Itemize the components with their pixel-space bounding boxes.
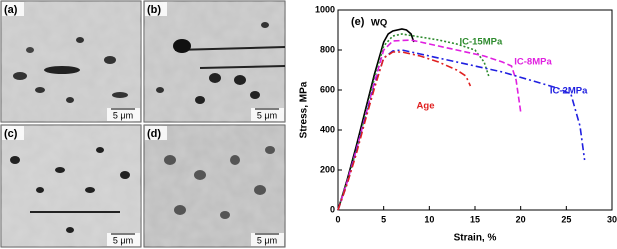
panel-label-box xyxy=(145,126,167,140)
data-line xyxy=(337,28,415,211)
panel-label-box xyxy=(2,126,24,140)
y-tick-label: 800 xyxy=(320,44,335,54)
scale-label: 5 μm xyxy=(257,235,277,245)
panel-label-box xyxy=(2,2,24,16)
y-tick-label: 1000 xyxy=(315,4,335,14)
x-tick-label: 25 xyxy=(561,214,571,224)
series-label: IC-8MPa xyxy=(514,57,552,68)
micrograph-b xyxy=(143,0,286,123)
x-tick-label: 10 xyxy=(424,214,434,224)
x-tick-label: 5 xyxy=(381,214,386,224)
data-line xyxy=(337,33,490,211)
x-tick-label: 15 xyxy=(470,214,480,224)
scale-bar-box xyxy=(251,233,284,246)
series-label: Age xyxy=(417,101,435,112)
micrograph-c xyxy=(0,124,142,248)
panel-label: (a) xyxy=(4,4,18,16)
data-line xyxy=(337,51,472,211)
data-line xyxy=(337,49,586,211)
micrograph-d xyxy=(143,124,286,248)
scale-bar-box xyxy=(107,233,140,246)
series-label: WQ xyxy=(371,18,387,29)
x-tick-label: 20 xyxy=(516,214,526,224)
data-line xyxy=(337,39,522,211)
micrograph-a xyxy=(0,0,142,123)
panel-label: (d) xyxy=(147,128,161,140)
y-axis-label: Stress, MPa xyxy=(299,81,310,138)
y-tick-label: 600 xyxy=(320,84,335,94)
panel-labels: (a) 5 μm (b) 5 μm (c) 5 μm (d) 5 μm xyxy=(2,2,284,246)
scale-label: 5 μm xyxy=(113,235,133,245)
panel-label: (b) xyxy=(147,4,161,16)
series-label: IC-15MPa xyxy=(459,37,502,48)
y-tick-label: 0 xyxy=(330,204,335,214)
panel-label-box xyxy=(145,2,167,16)
panel-label: (e) xyxy=(351,16,365,28)
y-tick-label: 200 xyxy=(320,164,335,174)
x-tick-label: 0 xyxy=(335,214,340,224)
series-label: IC-2MPa xyxy=(550,86,588,97)
x-axis-label: Strain, % xyxy=(454,233,497,244)
scale-label: 5 μm xyxy=(257,110,277,120)
x-tick-label: 30 xyxy=(607,214,617,224)
scale-bar-box xyxy=(251,108,284,121)
scale-label: 5 μm xyxy=(113,110,133,120)
stress-strain-chart: (e) Strain, % Stress, MPa 0 5 10 15 20 25 30 0 2… xyxy=(299,4,617,243)
y-tick-label: 400 xyxy=(320,124,335,134)
panel-label: (c) xyxy=(4,128,18,140)
scale-bar-box xyxy=(107,108,140,121)
